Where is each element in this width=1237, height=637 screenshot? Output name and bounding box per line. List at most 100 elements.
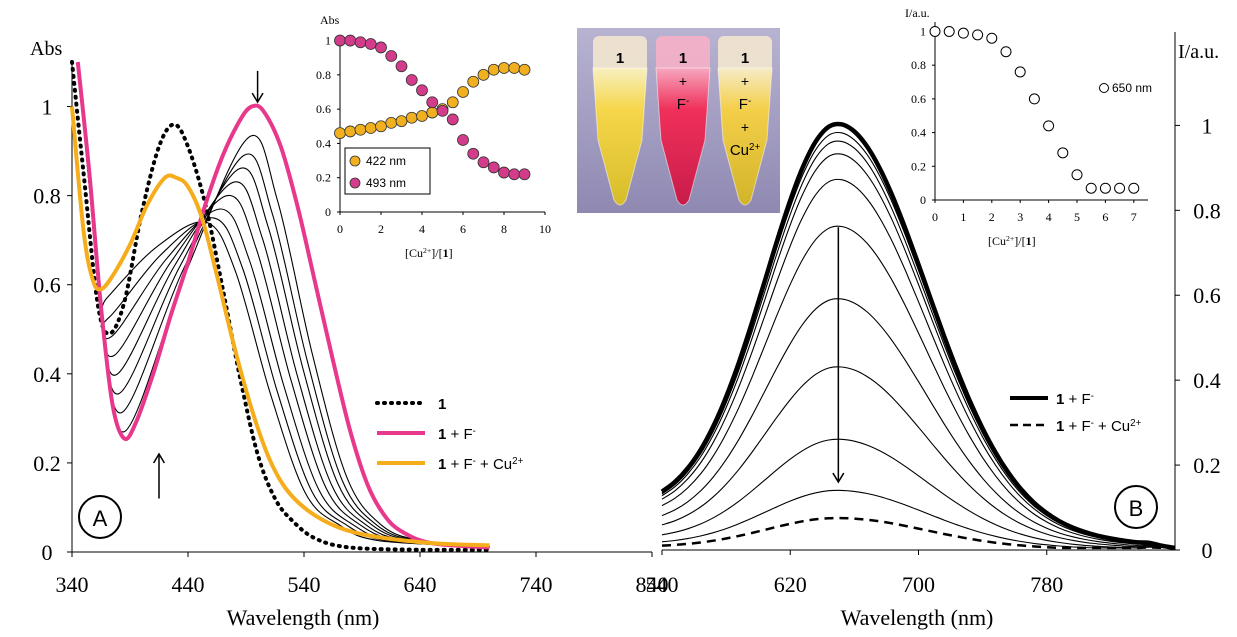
ib-y-tick-label: 0 bbox=[920, 193, 926, 207]
ib-point bbox=[986, 32, 998, 44]
ib-x-tick-label: 3 bbox=[1017, 210, 1023, 224]
ia-point-0 bbox=[446, 96, 459, 109]
photo-tube-label: + bbox=[679, 73, 687, 89]
a-titration-curve bbox=[77, 61, 490, 548]
ia-point-1 bbox=[508, 168, 521, 181]
b-y-tick-label: 0 bbox=[1202, 538, 1213, 563]
b-y-tick-label: 1 bbox=[1202, 113, 1213, 138]
b-titration-curve bbox=[661, 225, 1176, 549]
a-x-tick-label: 840 bbox=[636, 572, 669, 597]
a-titration-curve bbox=[77, 61, 490, 548]
ia-point-0 bbox=[364, 122, 377, 134]
ia-point-1 bbox=[344, 34, 357, 47]
a-y-tick-label: 0.8 bbox=[33, 184, 61, 209]
ib-point bbox=[1043, 120, 1055, 132]
ia-point-0 bbox=[487, 63, 500, 76]
a-titration-curve bbox=[77, 61, 490, 548]
a-y-tick-label: 0.2 bbox=[33, 451, 61, 476]
ib-point bbox=[957, 27, 969, 39]
ia-point-1 bbox=[457, 134, 469, 146]
a-panel-badge bbox=[78, 495, 122, 539]
a-x-tick-label: 540 bbox=[288, 572, 321, 597]
b-panel-badge bbox=[1114, 485, 1158, 529]
ia-x-tick-label: 6 bbox=[460, 222, 466, 236]
ib-x-tick-label: 5 bbox=[1074, 210, 1080, 224]
ia-point-1 bbox=[487, 161, 500, 174]
b-x-tick-label: 700 bbox=[902, 572, 935, 597]
ib-y-tick-label: 0.4 bbox=[911, 126, 926, 140]
ib-y-tick-label: 0.6 bbox=[911, 92, 926, 106]
ia-point-1 bbox=[334, 34, 346, 47]
ia-point-0 bbox=[334, 127, 346, 140]
ib-point bbox=[1128, 182, 1140, 194]
ib-legend-label: 650 nm bbox=[1112, 81, 1152, 95]
ia-point-1 bbox=[518, 168, 531, 181]
a-series-orange bbox=[70, 106, 490, 548]
a-y-axis-label: Abs bbox=[30, 38, 62, 60]
ia-point-0 bbox=[344, 125, 357, 138]
ia-point-1 bbox=[498, 166, 510, 179]
ia-point-1 bbox=[446, 113, 459, 126]
a-titration-curve bbox=[77, 61, 490, 548]
a-x-tick-label: 740 bbox=[520, 572, 553, 597]
ia-y-tick-label: 0.8 bbox=[316, 68, 331, 82]
b-x-tick-label: 620 bbox=[774, 572, 807, 597]
b-y-tick-label: 0.8 bbox=[1193, 198, 1221, 223]
photo-tube-cap bbox=[718, 36, 772, 76]
b-titration-curve bbox=[661, 489, 1176, 549]
a-legend-label: 1 + F- bbox=[438, 426, 476, 444]
ia-y-tick-label: 0.2 bbox=[316, 171, 331, 185]
ia-point-0 bbox=[405, 111, 418, 124]
a-x-tick-label: 640 bbox=[404, 572, 437, 597]
b-y-tick-label: 0.6 bbox=[1193, 283, 1221, 308]
ia-point-1 bbox=[436, 104, 449, 117]
ia-legend-marker bbox=[349, 177, 361, 189]
ib-x-tick-label: 7 bbox=[1131, 210, 1137, 224]
a-x-axis-label: Wavelength (nm) bbox=[227, 605, 380, 630]
photo-tube-label: + bbox=[741, 119, 749, 135]
ia-y-axis-label: Abs bbox=[320, 13, 340, 27]
ib-point bbox=[972, 29, 984, 41]
a-arrow-head bbox=[251, 92, 264, 104]
ia-point-1 bbox=[375, 41, 387, 54]
ia-point-0 bbox=[385, 116, 398, 129]
photo-tube-body bbox=[655, 67, 711, 206]
ib-point bbox=[1099, 182, 1111, 194]
ib-legend-marker bbox=[1099, 83, 1109, 93]
ia-point-0 bbox=[498, 62, 510, 74]
b-titration-curve bbox=[661, 298, 1176, 549]
photo-tube-cap bbox=[593, 36, 647, 76]
b-y-tick-label: 0.2 bbox=[1193, 453, 1221, 478]
a-series-dotted bbox=[70, 60, 492, 552]
a-titration-curve bbox=[77, 61, 490, 548]
photo-tube-label: Cu2+ bbox=[730, 142, 761, 160]
ib-point bbox=[1071, 169, 1083, 181]
ib-point bbox=[1028, 93, 1040, 105]
ib-y-tick-label: 0.8 bbox=[911, 58, 926, 72]
photo-tube-label: + bbox=[741, 73, 749, 89]
ia-point-0 bbox=[477, 68, 490, 81]
ib-x-tick-label: 0 bbox=[932, 210, 938, 224]
b-series-dashed bbox=[661, 516, 1176, 550]
a-titration-curve bbox=[77, 61, 490, 548]
photo-tube-label: F- bbox=[677, 96, 689, 114]
ia-point-0 bbox=[457, 86, 469, 98]
ib-x-axis-label: [Cu2+]/[1] bbox=[988, 234, 1036, 249]
ia-point-1 bbox=[385, 50, 398, 62]
photo-tube-body bbox=[717, 67, 773, 206]
ia-x-tick-label: 8 bbox=[501, 222, 507, 236]
ib-point bbox=[943, 25, 955, 37]
ia-legend-marker bbox=[349, 155, 361, 167]
ib-point bbox=[929, 25, 941, 37]
ib-x-tick-label: 4 bbox=[1046, 210, 1052, 224]
ia-x-axis-label: [Cu2+]/[1] bbox=[405, 246, 453, 261]
ib-point bbox=[1114, 182, 1126, 194]
ia-legend-label: 493 nm bbox=[366, 176, 406, 190]
ia-point-0 bbox=[518, 63, 531, 76]
b-x-tick-label: 540 bbox=[646, 572, 679, 597]
ib-point bbox=[1014, 66, 1026, 78]
ia-point-1 bbox=[405, 74, 418, 86]
b-y-tick-label: 0.4 bbox=[1193, 368, 1221, 393]
